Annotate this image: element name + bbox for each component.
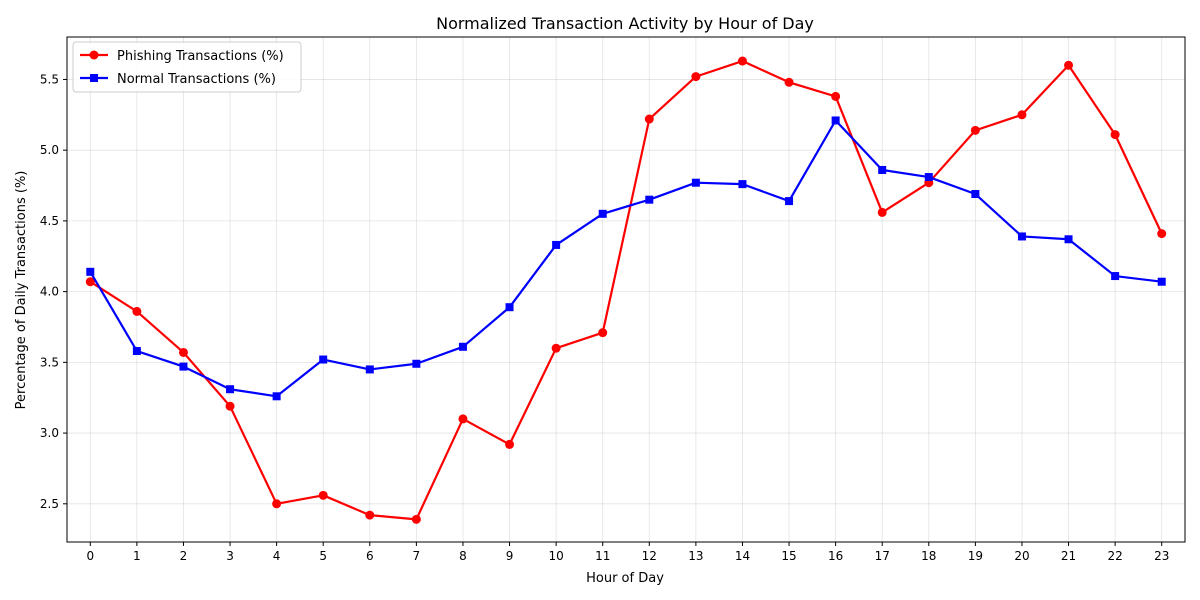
x-axis-title: Hour of Day bbox=[586, 571, 664, 586]
x-tick-label: 23 bbox=[1154, 549, 1169, 563]
data-point bbox=[878, 165, 887, 174]
data-point bbox=[971, 190, 980, 199]
x-tick-label: 12 bbox=[642, 549, 657, 563]
axis-ticks: 0 1 2 3 4 5 6 7 8 9 10 11 12 13 14 15 16 17 18 19 20 21 22 232.… bbox=[40, 72, 1169, 563]
legend-label: Normal Transactions (%) bbox=[117, 72, 276, 87]
y-axis-title: Percentage of Daily Transactions (%) bbox=[14, 171, 29, 410]
x-tick-label: 21 bbox=[1061, 549, 1076, 563]
data-point bbox=[552, 240, 561, 249]
data-point bbox=[412, 359, 421, 368]
data-point bbox=[1157, 277, 1166, 286]
x-tick-label: 14 bbox=[735, 549, 750, 563]
x-tick-label: 10 bbox=[548, 549, 563, 563]
data-point bbox=[458, 342, 467, 351]
data-point bbox=[318, 490, 328, 500]
data-point bbox=[132, 347, 141, 356]
series-line bbox=[89, 119, 1162, 398]
data-point bbox=[1064, 235, 1073, 244]
x-tick-label: 0 bbox=[86, 549, 94, 563]
data-point bbox=[1110, 130, 1120, 140]
data-point bbox=[319, 355, 328, 364]
data-point bbox=[86, 267, 95, 276]
x-tick-label: 17 bbox=[875, 549, 890, 563]
data-point bbox=[505, 303, 514, 312]
data-point bbox=[737, 56, 747, 66]
y-tick-label: 4.0 bbox=[40, 285, 59, 299]
data-point bbox=[831, 91, 841, 101]
data-point bbox=[505, 439, 515, 449]
data-point bbox=[226, 385, 235, 394]
legend-label: Phishing Transactions (%) bbox=[117, 49, 284, 64]
data-point bbox=[1017, 232, 1026, 241]
data-point bbox=[85, 277, 95, 287]
data-point bbox=[132, 306, 142, 316]
x-tick-label: 13 bbox=[688, 549, 703, 563]
data-point bbox=[365, 365, 374, 374]
x-tick-label: 20 bbox=[1014, 549, 1029, 563]
legend: Phishing Transactions (%) Normal Transact… bbox=[72, 41, 302, 93]
legend-marker bbox=[89, 50, 99, 60]
data-point bbox=[272, 392, 281, 401]
data-point bbox=[598, 328, 608, 338]
data-point bbox=[411, 514, 421, 524]
data-point bbox=[970, 125, 980, 135]
y-tick-label: 4.5 bbox=[40, 214, 59, 228]
x-tick-label: 19 bbox=[968, 549, 983, 563]
x-tick-label: 7 bbox=[413, 549, 421, 563]
x-tick-label: 22 bbox=[1107, 549, 1122, 563]
series-circle-group bbox=[85, 56, 1167, 524]
data-point bbox=[1064, 60, 1074, 70]
legend-box bbox=[72, 41, 302, 93]
data-point bbox=[1157, 229, 1167, 239]
data-point bbox=[272, 499, 282, 509]
x-tick-label: 4 bbox=[273, 549, 281, 563]
data-point bbox=[784, 77, 794, 87]
data-point bbox=[458, 414, 468, 424]
x-tick-label: 8 bbox=[459, 549, 467, 563]
data-point bbox=[691, 178, 700, 187]
grid-lines bbox=[67, 37, 1185, 542]
data-point bbox=[644, 114, 654, 124]
legend-marker bbox=[90, 74, 98, 82]
data-point bbox=[785, 197, 794, 206]
data-point bbox=[225, 401, 235, 411]
data-point bbox=[924, 173, 933, 182]
data-point bbox=[831, 116, 840, 125]
x-tick-label: 11 bbox=[595, 549, 610, 563]
x-tick-label: 6 bbox=[366, 549, 374, 563]
plot-frame bbox=[66, 36, 1186, 543]
data-point bbox=[365, 510, 375, 520]
x-tick-label: 9 bbox=[506, 549, 514, 563]
data-point bbox=[645, 195, 654, 204]
x-tick-label: 1 bbox=[133, 549, 141, 563]
data-point bbox=[178, 347, 188, 357]
y-tick-label: 5.0 bbox=[40, 143, 59, 157]
y-tick-label: 3.5 bbox=[40, 355, 59, 369]
x-tick-label: 3 bbox=[226, 549, 234, 563]
data-point bbox=[877, 207, 887, 217]
data-point bbox=[1111, 272, 1120, 281]
x-tick-label: 5 bbox=[319, 549, 327, 563]
x-tick-label: 18 bbox=[921, 549, 936, 563]
data-point bbox=[691, 72, 701, 82]
y-tick-label: 2.5 bbox=[40, 497, 59, 511]
x-tick-label: 2 bbox=[180, 549, 188, 563]
data-point bbox=[738, 180, 747, 189]
data-point bbox=[551, 343, 561, 353]
series-square-group bbox=[86, 116, 1166, 401]
y-tick-label: 5.5 bbox=[40, 72, 59, 86]
series-lines bbox=[85, 56, 1167, 524]
data-point bbox=[1017, 110, 1027, 120]
chart-title: Normalized Transaction Activity by Hour … bbox=[436, 14, 814, 33]
data-point bbox=[179, 362, 188, 371]
data-point bbox=[598, 209, 607, 218]
y-tick-label: 3.0 bbox=[40, 426, 59, 440]
x-tick-label: 16 bbox=[828, 549, 843, 563]
legend-items: Phishing Transactions (%) Normal Transact… bbox=[80, 49, 284, 87]
x-tick-label: 15 bbox=[781, 549, 796, 563]
series-line bbox=[89, 59, 1163, 521]
